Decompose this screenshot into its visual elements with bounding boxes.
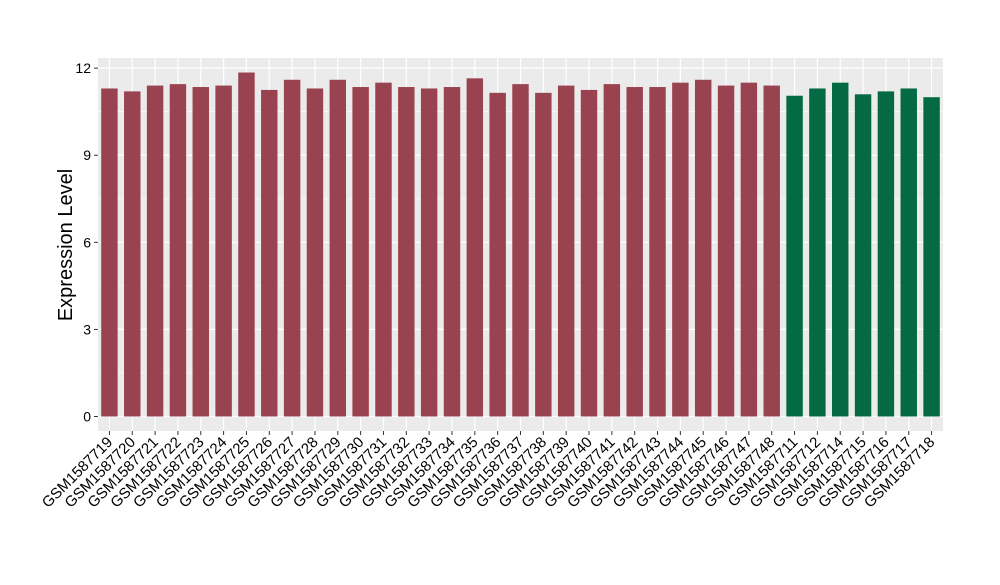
bar [398, 87, 415, 417]
bar [786, 95, 803, 417]
bar [101, 88, 118, 417]
bar [877, 91, 895, 417]
bar [215, 85, 232, 417]
bar [763, 85, 780, 417]
y-tick-label: 0 [83, 408, 91, 424]
bar [809, 88, 826, 417]
bar [900, 88, 917, 417]
bar [832, 82, 849, 417]
bar [694, 79, 712, 417]
bar [352, 87, 369, 417]
bar [649, 87, 666, 417]
bar [717, 85, 735, 417]
y-tick-label: 6 [83, 234, 91, 250]
bar [740, 82, 758, 417]
y-tick-label: 3 [83, 321, 91, 337]
y-axis-title: Expression Level [55, 169, 77, 321]
bar [923, 97, 940, 417]
bar [854, 94, 872, 417]
bar [375, 82, 392, 417]
x-axis: GSM1587719GSM1587720GSM1587721GSM1587722… [39, 431, 938, 511]
bar [306, 88, 324, 417]
y-tick-label: 9 [83, 147, 91, 163]
bar [192, 87, 209, 417]
y-axis: 0 3 6 9 12 [75, 60, 98, 424]
bar [512, 84, 529, 417]
bar [420, 88, 438, 417]
bar [626, 87, 643, 417]
bar [580, 89, 598, 417]
bar [329, 79, 347, 417]
bar [124, 91, 141, 417]
bars [101, 72, 940, 417]
bar [603, 84, 621, 417]
bar [466, 78, 484, 417]
bar [261, 89, 278, 417]
bar [238, 72, 255, 417]
bar [557, 85, 575, 417]
bar [146, 85, 164, 417]
bar [283, 79, 301, 417]
y-tick-label: 12 [75, 60, 91, 76]
bar [169, 84, 187, 417]
bar [443, 87, 461, 417]
bar [672, 82, 689, 417]
bar [535, 92, 552, 417]
bar [489, 92, 506, 417]
